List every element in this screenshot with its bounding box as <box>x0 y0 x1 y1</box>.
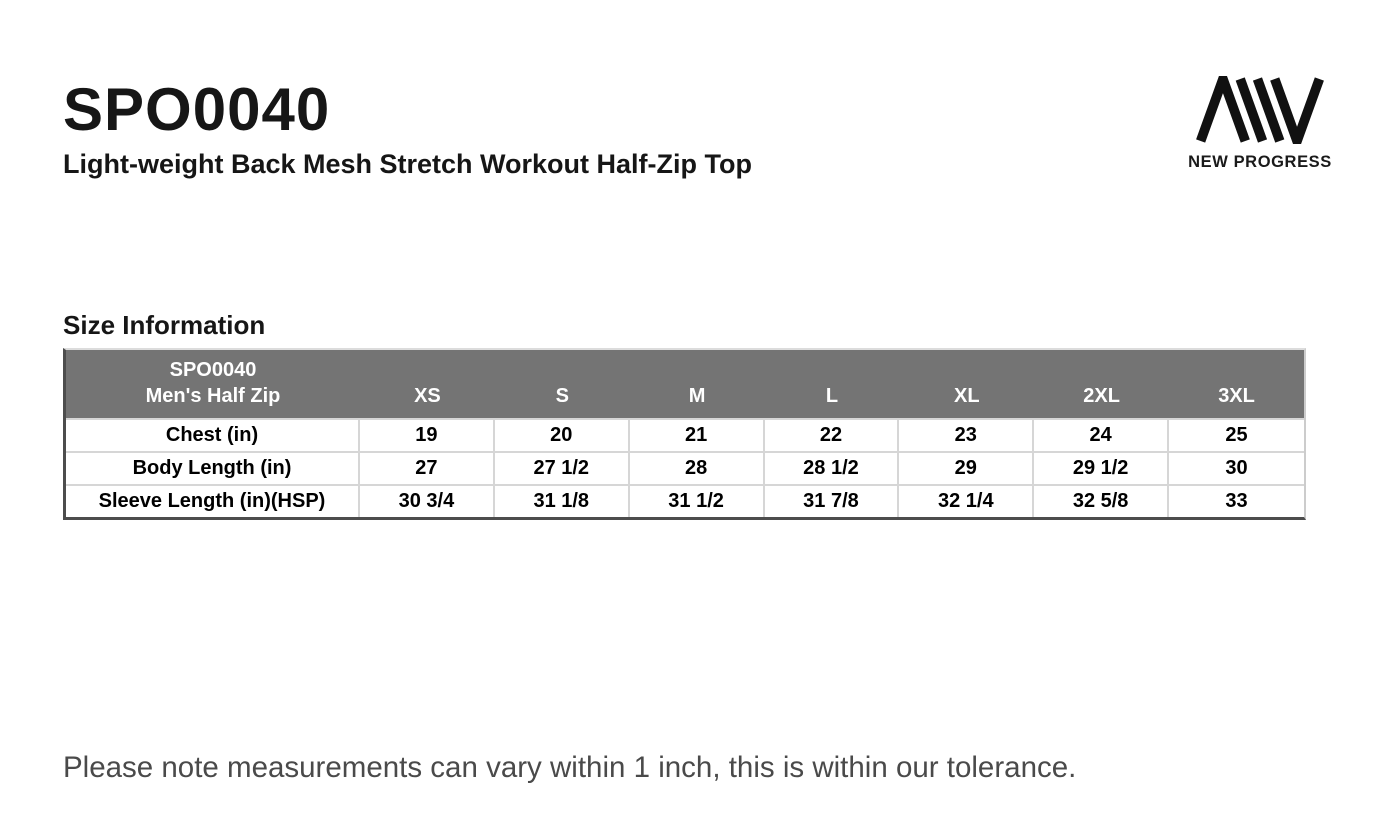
measurement-value-cell: 30 <box>1169 450 1304 484</box>
measurement-value-cell: 30 3/4 <box>360 483 495 517</box>
measurement-value-cell: 21 <box>629 417 765 451</box>
measurement-value-cell: 32 1/4 <box>899 483 1035 517</box>
section-title: Size Information <box>63 310 266 340</box>
brand-logo: NEW PROGRESS <box>1186 76 1334 172</box>
measurement-value-cell: 20 <box>494 417 630 451</box>
size-column-header-l: L <box>764 350 900 418</box>
measurement-value-cell: 24 <box>1034 417 1170 451</box>
measurement-value-cell: 27 <box>360 450 495 484</box>
product-code: SPO0040 <box>63 76 331 143</box>
measurement-value-cell: 33 <box>1169 483 1304 517</box>
size-column-header-xl: XL <box>899 350 1035 418</box>
measurement-value-cell: 27 1/2 <box>494 450 630 484</box>
measurement-value-cell: 29 <box>899 450 1035 484</box>
measurement-row-label: Sleeve Length (in)(HSP) <box>66 483 360 517</box>
measurement-value-cell: 28 1/2 <box>764 450 900 484</box>
table-product-header: SPO0040 Men's Half Zip <box>66 350 360 418</box>
measurement-row-label: Body Length (in) <box>66 450 360 484</box>
table-product-header-line1: SPO0040 <box>169 359 257 381</box>
title-block: SPO0040 Light-weight Back Mesh Stretch W… <box>63 80 752 180</box>
measurement-value-cell: 31 1/2 <box>629 483 765 517</box>
size-table-row: Body Length (in) 27 27 1/2 28 28 1/2 29 29 1/2… <box>66 450 1304 484</box>
size-column-header-2xl: 2XL <box>1034 350 1170 418</box>
measurement-value-cell: 28 <box>629 450 765 484</box>
size-table: SPO0040 Men's Half Zip XS S M L XL 2XL 3XL Chest … <box>63 348 1306 520</box>
aw-monogram-icon <box>1186 76 1334 144</box>
brand-name: NEW PROGRESS <box>1188 153 1332 171</box>
size-column-header-m: M <box>629 350 765 418</box>
size-table-header-row: SPO0040 Men's Half Zip XS S M L XL 2XL 3XL <box>66 350 1304 418</box>
measurement-value-cell: 31 7/8 <box>764 483 900 517</box>
measurement-value-cell: 32 5/8 <box>1034 483 1170 517</box>
size-column-header-xs: XS <box>360 350 495 418</box>
measurement-value-cell: 22 <box>764 417 900 451</box>
table-product-header-line2: Men's Half Zip <box>145 385 281 408</box>
measurement-value-cell: 29 1/2 <box>1034 450 1170 484</box>
measurement-value-cell: 19 <box>360 417 495 451</box>
measurement-value-cell: 25 <box>1169 417 1304 451</box>
size-table-row: Chest (in) 19 20 21 22 23 24 25 <box>66 417 1304 451</box>
size-section: Size Information SPO0040 Men's Half Zip XS… <box>63 310 1308 520</box>
size-table-row: Sleeve Length (in)(HSP) 30 3/4 31 1/8 31 1/… <box>66 483 1304 517</box>
measurement-row-label: Chest (in) <box>66 417 360 451</box>
product-name: Light-weight Back Mesh Stretch Workout H… <box>63 149 753 179</box>
measurement-value-cell: 23 <box>899 417 1035 451</box>
size-column-header-3xl: 3XL <box>1169 350 1304 418</box>
size-column-header-s: S <box>494 350 630 418</box>
measurement-value-cell: 31 1/8 <box>494 483 630 517</box>
tolerance-note: Please note measurements can vary within… <box>63 751 1077 784</box>
